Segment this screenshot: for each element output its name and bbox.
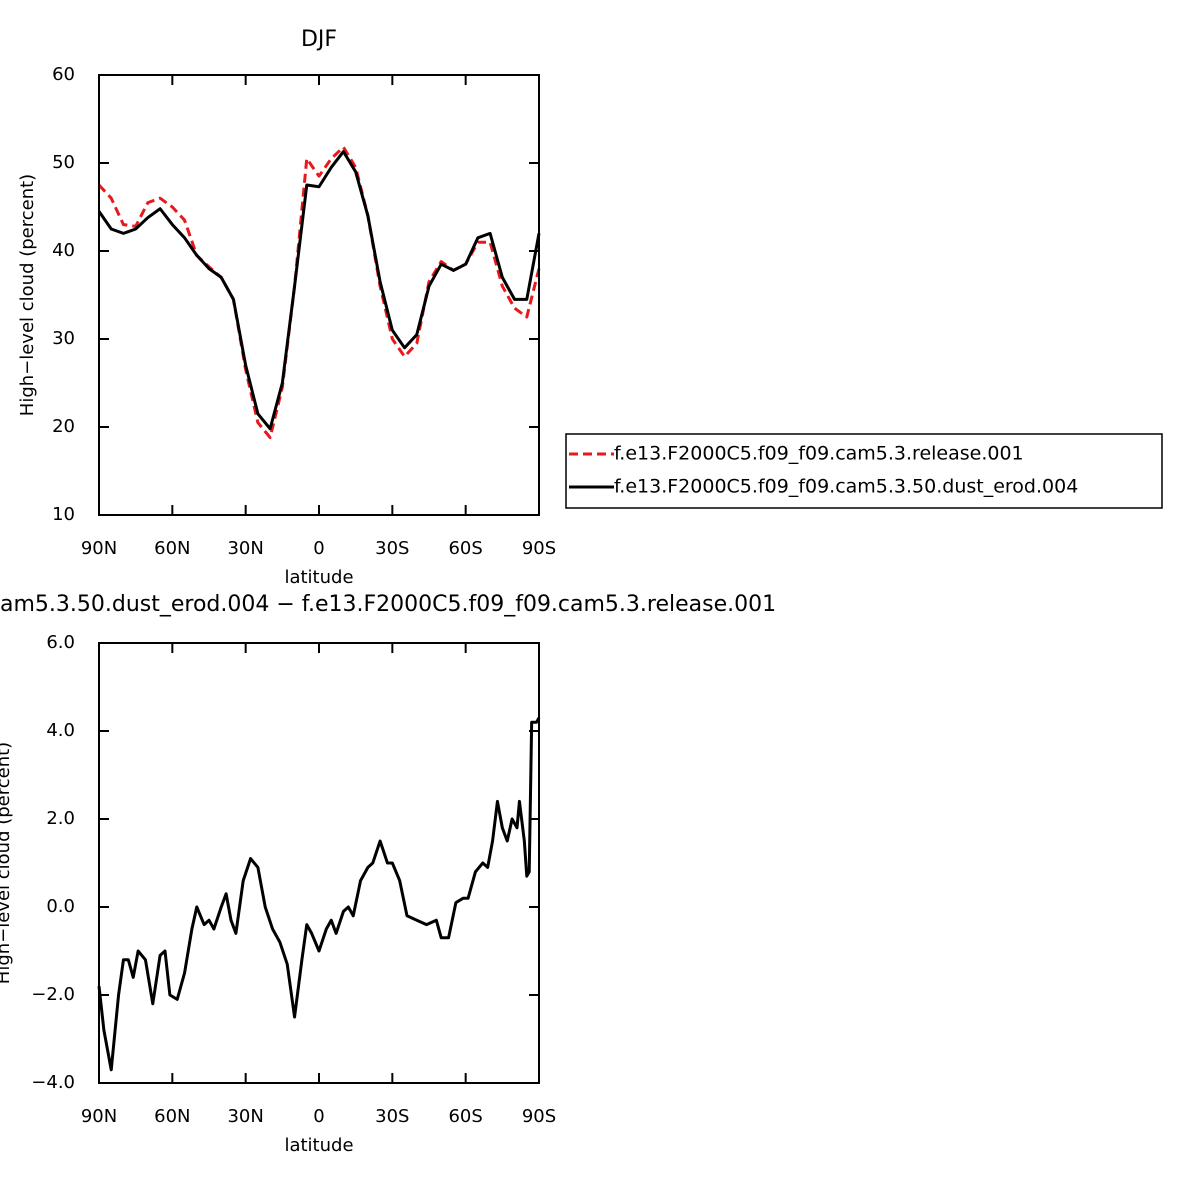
x-tick-label: 30S	[375, 1106, 409, 1127]
y-axis-label: High−level cloud (percent)	[17, 174, 38, 416]
chart-title: DJF	[301, 27, 337, 52]
y-tick-label: 4.0	[46, 720, 75, 741]
x-tick-label: 90N	[81, 1106, 117, 1127]
x-tick-label: 0	[313, 1106, 324, 1127]
data-line	[97, 717, 541, 1072]
y-tick-label: 40	[52, 240, 75, 261]
x-tick-label: 90S	[522, 538, 556, 559]
x-tick-label: 60S	[448, 1106, 482, 1127]
legend-label: f.e13.F2000C5.f09_f09.cam5.3.50.dust_ero…	[614, 476, 1078, 498]
y-tick-label: 6.0	[46, 632, 75, 653]
y-tick-label: 50	[52, 152, 75, 173]
legend-box	[565, 433, 1163, 509]
y-tick-label: 0.0	[46, 896, 75, 917]
y-tick-label: −4.0	[31, 1072, 75, 1093]
x-axis-label: latitude	[284, 1135, 353, 1156]
x-tick-label: 60N	[154, 1106, 190, 1127]
x-tick-label: 90S	[522, 1106, 556, 1127]
x-axis-label: latitude	[284, 567, 353, 588]
y-tick-label: 60	[52, 64, 75, 85]
x-tick-label: 30N	[227, 1106, 263, 1127]
data-line	[97, 150, 541, 431]
legend: f.e13.F2000C5.f09_f09.cam5.3.release.001…	[565, 433, 1163, 509]
y-tick-label: 20	[52, 416, 75, 437]
plot-frame	[98, 642, 540, 1084]
chart-title: am5.3.50.dust_erod.004 − f.e13.F2000C5.f…	[0, 592, 776, 617]
y-tick-label: 2.0	[46, 808, 75, 829]
x-tick-label: 60N	[154, 538, 190, 559]
x-tick-label: 30N	[227, 538, 263, 559]
y-tick-label: 30	[52, 328, 75, 349]
x-tick-label: 60S	[448, 538, 482, 559]
y-axis-label: High−level cloud (percent)	[0, 742, 14, 984]
x-tick-label: 30S	[375, 538, 409, 559]
y-tick-label: −2.0	[31, 984, 75, 1005]
x-tick-label: 0	[313, 538, 324, 559]
y-tick-label: 10	[52, 504, 75, 525]
legend-label: f.e13.F2000C5.f09_f09.cam5.3.release.001	[614, 443, 1024, 465]
x-tick-label: 90N	[81, 538, 117, 559]
plot-frame	[98, 74, 540, 516]
